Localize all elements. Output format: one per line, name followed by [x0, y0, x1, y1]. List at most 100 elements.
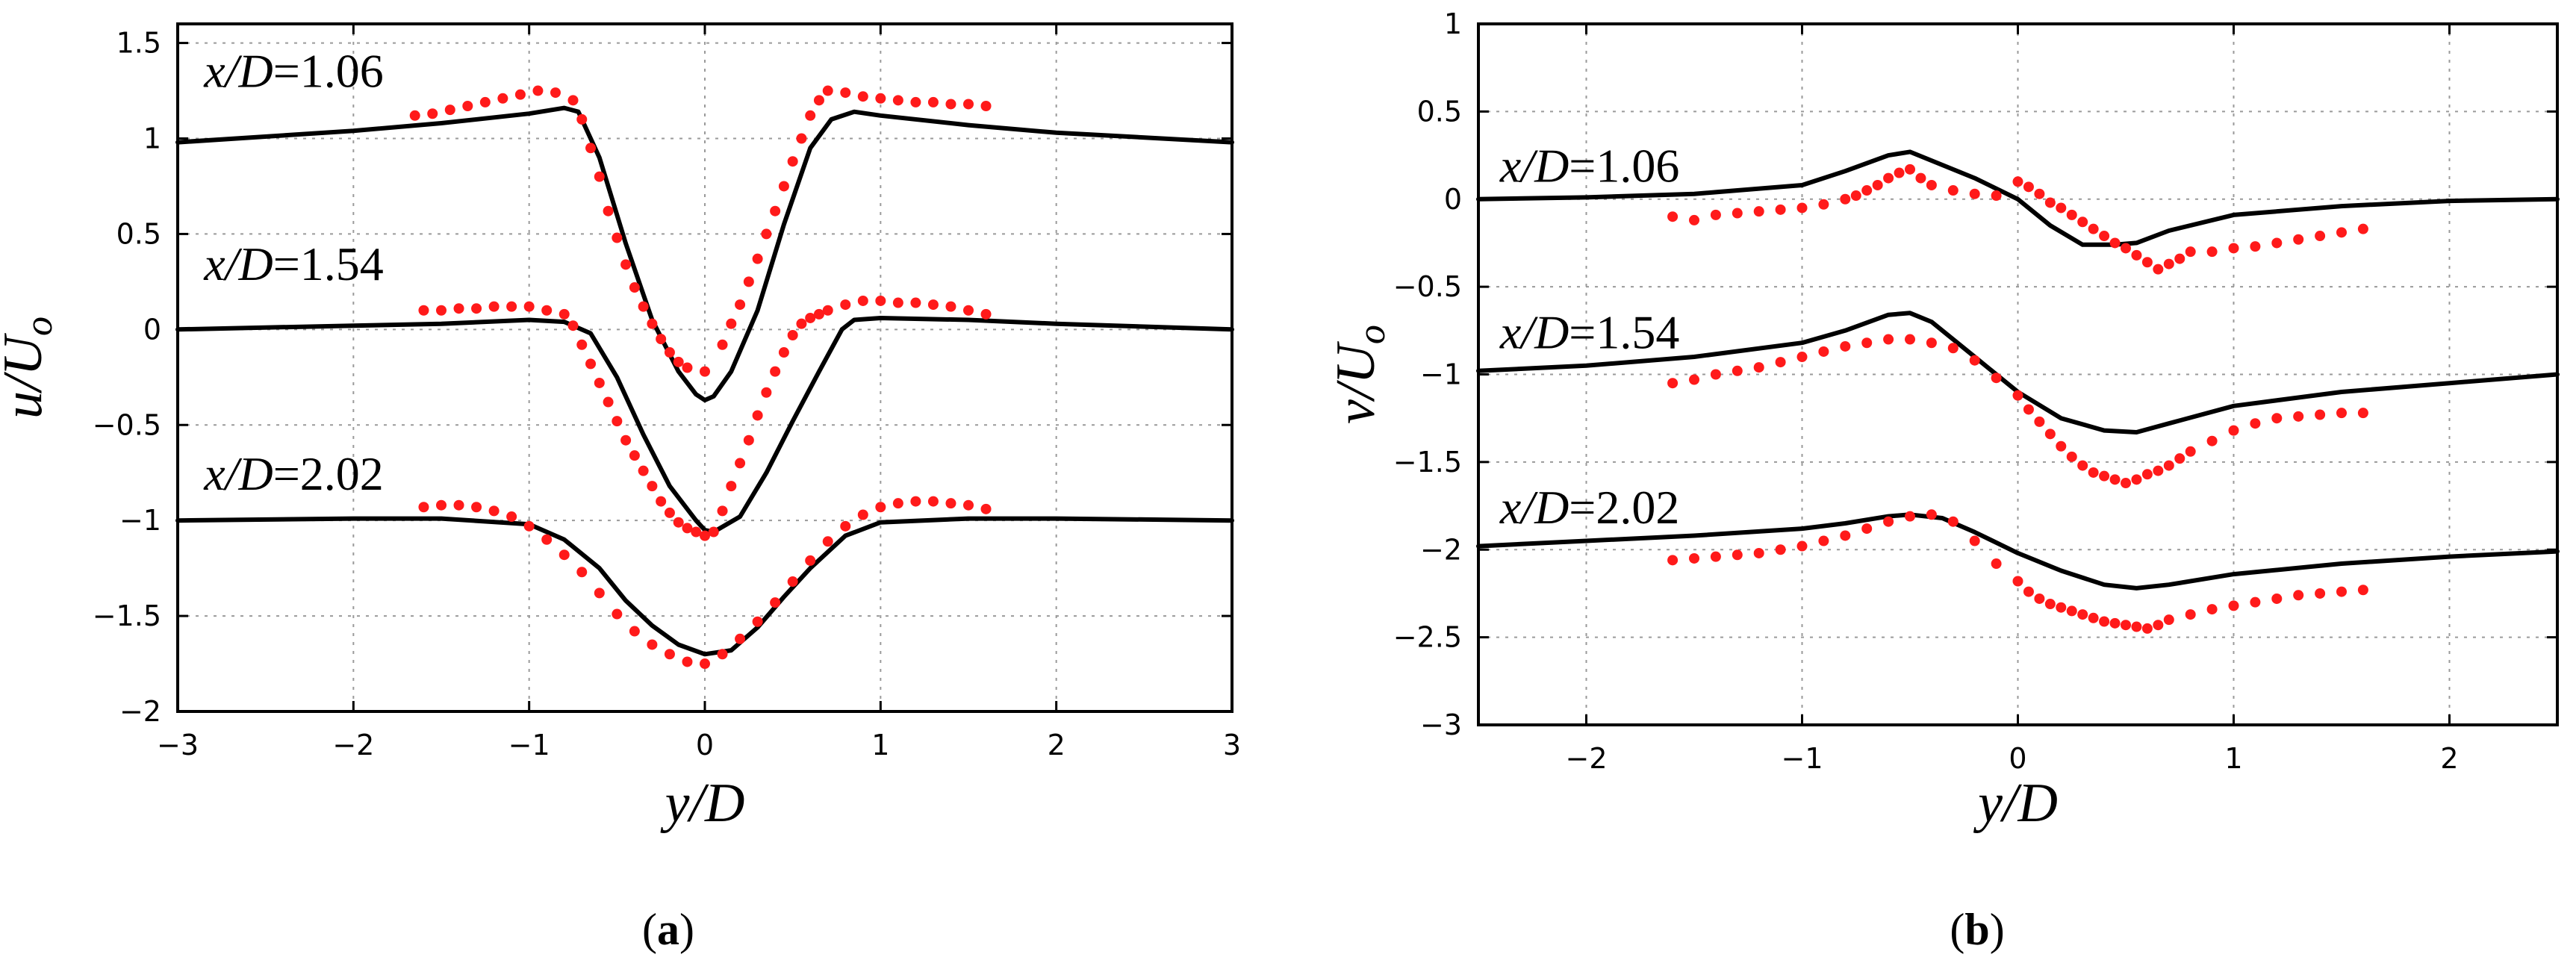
chart-b-series-experiment-x-d-1-54-point-23	[2088, 467, 2099, 478]
chart-a-series-experiment-x-d-2-02-point-11	[612, 608, 623, 620]
chart-a-series-experiment-x-d-1-54-point-43	[910, 297, 921, 308]
chart-a-series-experiment-x-d-1-54	[418, 295, 992, 541]
chart-b-series-experiment-x-d-2-02-point-9	[1861, 523, 1873, 535]
chart-b-annotation-0-value: =1.06	[1569, 139, 1679, 192]
chart-b-annotation-1-value: =1.54	[1569, 305, 1679, 358]
chart-a-series-experiment-x-d-1-06-point-45	[980, 101, 992, 112]
chart-a-series-experiment-x-d-1-54-point-27	[726, 481, 737, 492]
chart-b-plot-frame	[1477, 22, 2559, 726]
chart-b-ytick-label-2: −2	[1420, 533, 1462, 566]
chart-b-ytick-label-6: 0	[1444, 183, 1462, 216]
chart-a-series-experiment-x-d-1-06-point-38	[857, 91, 868, 102]
chart-a-series-experiment-x-d-1-54-point-25	[708, 526, 719, 538]
chart-b-series-experiment-x-d-1-54-point-24	[2099, 470, 2110, 482]
chart-a-series-experiment-x-d-2-02-point-20	[770, 597, 781, 608]
chart-b-series-experiment-x-d-1-54-point-0	[1667, 378, 1679, 389]
chart-a-ytick-label-1: −1.5	[93, 599, 161, 632]
chart-b-series-experiment-x-d-1-54-point-27	[2131, 474, 2142, 485]
chart-b-xtick-label-3: 1	[2224, 742, 2242, 775]
chart-a-xtick-label-0: −3	[157, 729, 199, 761]
chart-a-series-experiment-x-d-1-54-point-45	[945, 301, 956, 312]
chart-a-series-experiment-x-d-1-06-point-12	[594, 171, 605, 182]
chart-a-series-experiment-x-d-1-54-point-4	[488, 301, 500, 312]
chart-b-ytick-label-7: 0.5	[1417, 95, 1462, 128]
chart-b-series-experiment-x-d-1-06-point-40	[2271, 237, 2283, 249]
chart-b-series-experiment-x-d-1-06-point-18	[1969, 188, 1980, 199]
chart-b-ytick-label-1: −2.5	[1393, 621, 1462, 654]
chart-b-series-experiment-x-d-1-54-point-32	[2185, 446, 2196, 457]
chart-a-ytick-label-6: 1	[143, 122, 161, 155]
chart-a-series-experiment-x-d-1-06-point-10	[576, 113, 588, 125]
chart-b-series-experiment-x-d-2-02-point-23	[2088, 612, 2099, 623]
chart-a-series-experiment-x-d-2-02-point-13	[647, 639, 658, 650]
chart-b-series-experiment-x-d-2-02-point-28	[2141, 623, 2153, 634]
chart-b-annotation-1-var: x/D	[1499, 305, 1569, 358]
chart-b-series-experiment-x-d-1-54-point-30	[2163, 460, 2174, 471]
chart-b-series-experiment-x-d-1-06-point-20	[2012, 176, 2023, 187]
chart-a-series-experiment-x-d-2-02-point-27	[892, 498, 903, 509]
chart-a-series-experiment-x-d-1-06-point-11	[585, 143, 597, 154]
chart-a-series-experiment-x-d-1-54-point-5	[506, 301, 517, 312]
chart-b-series-experiment-x-d-1-54-point-25	[2109, 474, 2121, 485]
chart-a-ytick-label-4: 0	[143, 313, 161, 346]
chart-a-series-experiment-x-d-1-06-point-36	[822, 85, 833, 96]
chart-a-series-experiment-x-d-1-06-point-23	[700, 366, 710, 377]
chart-b-series-experiment-x-d-2-02-point-12	[1926, 509, 1937, 520]
chart-b-series-experiment-x-d-1-06-point-26	[2077, 216, 2088, 228]
chart-a-series-experiment-x-d-2-02-point-14	[664, 649, 675, 660]
chart-b-series-experiment-x-d-2-02-point-14	[1969, 535, 1980, 546]
chart-a-series-experiment-x-d-1-54-point-22	[682, 523, 693, 534]
panel-b-label: (b)	[1950, 905, 2004, 954]
chart-a-annotation-0: x/D=1.06	[203, 44, 384, 97]
chart-a-series-experiment-x-d-1-54-point-12	[594, 377, 605, 388]
chart-a-series-experiment-x-d-2-02-point-26	[875, 502, 886, 513]
chart-a-series-experiment-x-d-1-06-point-17	[638, 301, 649, 312]
chart-a-series-experiment-x-d-1-54-point-46	[963, 305, 974, 316]
chart-a-xtick-label-5: 2	[1048, 729, 1065, 761]
chart-a-series-experiment-x-d-1-06-point-22	[682, 362, 693, 373]
chart-b-series-experiment-x-d-2-02-point-33	[2228, 600, 2239, 611]
chart-a-series-experiment-x-d-1-54-point-29	[743, 434, 754, 446]
chart-a-series-experiment-x-d-2-02-point-0	[418, 502, 429, 513]
chart-a-annotation-1-value: =1.54	[273, 237, 384, 290]
chart-a-series-experiment-x-d-1-06-point-20	[664, 347, 675, 358]
chart-b-series-experiment-x-d-2-02-point-32	[2206, 604, 2218, 615]
chart-b-series-experiment-x-d-1-06-point-4	[1753, 206, 1764, 217]
chart-b-series-experiment-x-d-1-54-point-31	[2174, 453, 2185, 464]
chart-b-series-experiment-x-d-2-02-point-0	[1667, 555, 1679, 566]
chart-a-annotation-2-value: =2.02	[273, 447, 384, 500]
chart-b-series-experiment-x-d-1-54-point-38	[2315, 409, 2326, 420]
chart-a-series-experiment-x-d-1-06-point-34	[805, 110, 816, 121]
chart-b-series-experiment-x-d-1-54-point-18	[2034, 416, 2045, 427]
chart-b-series-experiment-x-d-1-06-point-3	[1732, 208, 1743, 219]
chart-b-series-experiment-x-d-2-02-point-11	[1905, 511, 1915, 522]
chart-b-series-experiment-x-d-1-06-point-22	[2034, 188, 2045, 199]
chart-b-series-experiment-x-d-1-54-point-12	[1926, 337, 1937, 349]
chart-a-series-experiment-x-d-1-06-point-25	[726, 318, 737, 329]
chart-b-xtick-label-4: 2	[2440, 742, 2458, 775]
chart-a-series-experiment-x-d-2-02-point-19	[752, 616, 763, 627]
chart-b-series-experiment-x-d-2-02-point-21	[2066, 605, 2077, 617]
chart-b-xlabel: y/D	[1973, 773, 2058, 834]
chart-a-series-experiment-x-d-2-02-point-32	[980, 503, 992, 514]
chart-b-series-experiment-x-d-1-06-point-27	[2088, 223, 2099, 234]
chart-a-series-experiment-x-d-1-54-point-28	[735, 458, 746, 469]
chart-a-ylabel: u/Uo	[0, 317, 60, 419]
chart-b-series-experiment-x-d-2-02-point-30	[2163, 614, 2174, 626]
chart-b-series-experiment-x-d-2-02-point-6	[1796, 540, 1808, 552]
chart-b-ytick-label-4: −1	[1420, 358, 1462, 391]
chart-b-ylabel: v/Uo	[1325, 325, 1393, 424]
chart-a-series-experiment-x-d-1-54-point-24	[700, 530, 710, 541]
chart-b-ytick-label-5: −0.5	[1393, 270, 1462, 303]
chart-a-series-experiment-x-d-1-54-point-47	[980, 308, 992, 320]
chart-b-xtick-label-0: −2	[1565, 742, 1607, 775]
chart-a-series-experiment-x-d-1-54-point-20	[664, 507, 675, 518]
chart-a-series-experiment-x-d-1-06-point-16	[629, 282, 640, 293]
chart-b-series-experiment-x-d-1-06	[1667, 163, 2368, 275]
chart-b-series-experiment-x-d-1-06-point-12	[1883, 172, 1894, 184]
chart-a-series-experiment-x-d-1-54-point-36	[805, 312, 816, 323]
chart-a-series-experiment-x-d-1-06	[409, 85, 992, 377]
chart-b-series-experiment-x-d-1-06-point-42	[2315, 231, 2326, 242]
chart-a-series-experiment-x-d-2-02-point-7	[541, 534, 553, 545]
